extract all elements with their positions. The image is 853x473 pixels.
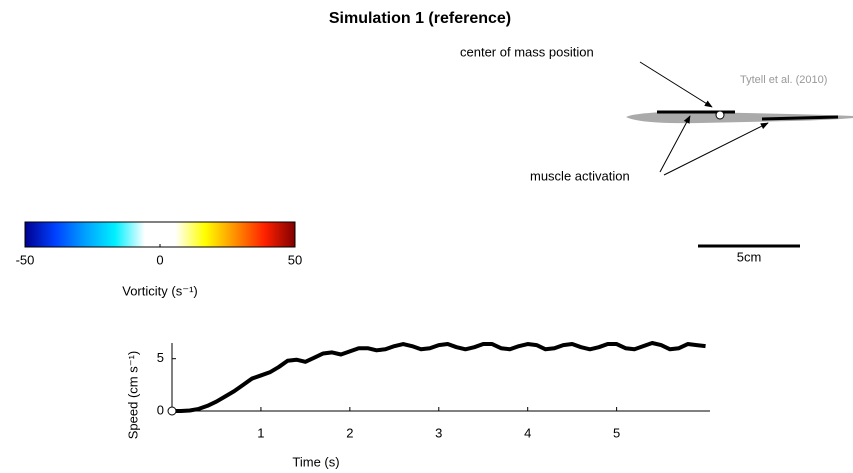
y-tick-label: 5: [157, 350, 164, 365]
source-note: Tytell et al. (2010): [740, 74, 827, 86]
fish-body: [626, 111, 853, 124]
start-marker: [167, 406, 177, 416]
colorbar-bar: [24, 221, 296, 248]
colorbar: -50 0 50: [16, 221, 302, 267]
x-tick-label: 2: [346, 425, 353, 440]
annotation-arrow: [659, 115, 691, 173]
y-axis-label: Speed (cm s⁻¹): [125, 351, 140, 440]
scale-label: 5cm: [737, 249, 762, 264]
colorbar-tick-label: 50: [288, 252, 302, 267]
y-tick-label: 0: [157, 402, 164, 417]
x-tick-label: 4: [524, 425, 531, 440]
x-tick-label: 5: [613, 425, 620, 440]
fish: [626, 110, 853, 124]
colorbar-tick-label: 0: [156, 252, 163, 267]
annotation-arrow: [663, 122, 769, 176]
colorbar-label: Vorticity (s⁻¹): [122, 283, 197, 298]
x-axis-label: Time (s): [292, 454, 339, 469]
x-tick-label: 3: [435, 425, 442, 440]
x-tick-label: 1: [257, 425, 264, 440]
center-of-mass-marker: [715, 110, 725, 120]
muscle-segment: [761, 115, 839, 121]
speed-line: [172, 341, 706, 413]
chart-title: Simulation 1 (reference): [329, 10, 511, 27]
annotation-arrow: [639, 61, 713, 108]
annotation: center of mass position: [460, 44, 594, 59]
plot-area: 0 5 1 2 3 4 5: [157, 341, 710, 440]
annotation: muscle activation: [530, 168, 630, 183]
colorbar-tick-label: -50: [16, 252, 35, 267]
